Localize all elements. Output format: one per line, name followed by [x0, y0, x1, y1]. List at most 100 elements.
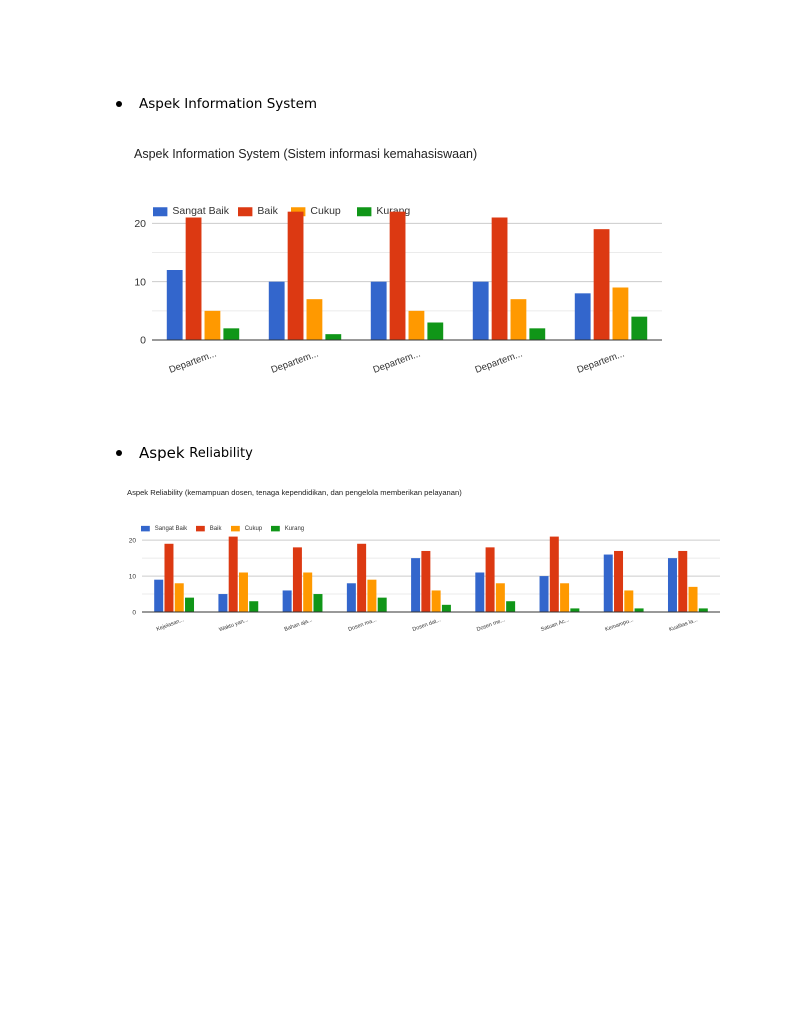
bar-4-0 [574, 293, 591, 340]
bar-2-3 [427, 322, 444, 340]
bar-5-0 [475, 572, 485, 612]
legend-swatch-0 [153, 207, 168, 217]
bar-8-0 [667, 558, 677, 612]
bar-1-1 [287, 211, 304, 340]
bar-0-3 [185, 597, 195, 612]
bar-0-3 [223, 328, 240, 340]
bar-4-3 [441, 604, 451, 612]
bar-0-1 [164, 543, 174, 612]
section-heading-reliability: Aspek Reliability [116, 444, 253, 462]
bar-2-1 [292, 547, 302, 612]
legend-label-0: Sangat Baik [155, 526, 188, 532]
reliability-chart: Aspek Reliability (kemampuan dosen, tena… [127, 488, 720, 633]
bar-3-1 [491, 217, 508, 340]
bullet-icon [116, 101, 122, 107]
bar-3-3 [529, 328, 546, 340]
bar-3-2 [367, 579, 377, 612]
category-label: Dosen ma... [348, 617, 378, 633]
y-tick-label: 0 [132, 609, 136, 616]
bar-5-3 [506, 601, 516, 612]
category-label: Satuan Ac... [540, 617, 570, 633]
category-label: Departem... [372, 348, 422, 375]
bar-1-3 [249, 601, 259, 612]
y-tick-label: 20 [134, 218, 146, 230]
category-label: Waktu yan... [218, 617, 249, 633]
bar-0-2 [204, 310, 221, 340]
bar-0-2 [174, 583, 184, 612]
bar-2-0 [282, 590, 292, 612]
legend-label-1: Baik [257, 205, 278, 217]
bar-4-1 [593, 229, 610, 340]
bar-3-1 [357, 543, 367, 612]
bar-7-1 [614, 550, 624, 612]
legend-swatch-3 [357, 207, 372, 217]
category-label: Bahan aja... [284, 617, 314, 633]
legend-label-2: Cukup [310, 205, 341, 217]
bar-2-0 [370, 281, 387, 340]
information-system-chart: Aspek Information System (Sistem informa… [134, 147, 662, 376]
bar-2-1 [389, 211, 406, 340]
bar-6-0 [539, 576, 549, 612]
bar-4-2 [612, 287, 629, 340]
y-tick-label: 10 [129, 573, 137, 580]
bar-1-2 [238, 572, 248, 612]
bar-7-2 [624, 590, 634, 612]
heading-text-suffix: Reliability [189, 445, 253, 461]
bar-0-1 [185, 217, 202, 340]
category-label: Departem... [576, 348, 626, 375]
bar-2-3 [313, 594, 323, 612]
category-label: Kemampu... [604, 617, 634, 633]
y-tick-label: 20 [129, 537, 137, 544]
category-label: Dosen me... [476, 617, 506, 633]
bar-7-3 [634, 608, 644, 612]
bar-2-2 [408, 310, 425, 340]
legend-swatch-3 [271, 525, 280, 532]
bar-1-2 [306, 299, 323, 340]
bar-4-3 [631, 316, 648, 340]
bar-2-2 [303, 572, 313, 612]
legend-swatch-1 [196, 525, 205, 532]
legend-swatch-0 [141, 525, 150, 532]
bar-4-2 [431, 590, 441, 612]
category-label: Departem... [168, 348, 218, 375]
bar-1-0 [218, 594, 228, 612]
chart-title: Aspek Reliability (kemampuan dosen, tena… [127, 488, 462, 497]
y-tick-label: 0 [140, 335, 146, 347]
bar-7-0 [603, 554, 613, 612]
bar-3-0 [346, 583, 356, 612]
bar-6-1 [549, 536, 559, 612]
bullet-icon [116, 450, 122, 456]
bar-5-2 [495, 583, 505, 612]
bar-3-0 [472, 281, 489, 340]
bar-0-0 [154, 579, 164, 612]
bar-4-1 [421, 550, 431, 612]
bar-6-3 [570, 608, 580, 612]
legend-label-0: Sangat Baik [172, 205, 229, 217]
chart-title: Aspek Information System (Sistem informa… [134, 147, 477, 161]
legend-swatch-1 [238, 207, 253, 217]
category-label: Kejelasan... [156, 617, 186, 633]
legend-swatch-2 [231, 525, 240, 532]
bar-6-2 [560, 583, 570, 612]
legend-label-2: Cukup [245, 526, 263, 532]
heading-text-prefix: Aspek [139, 444, 185, 462]
bar-3-3 [377, 597, 387, 612]
heading-text: Aspek Information System [139, 96, 318, 112]
legend-label-3: Kurang [285, 526, 304, 532]
y-tick-label: 10 [134, 276, 146, 288]
bar-5-1 [485, 547, 495, 612]
bar-1-0 [268, 281, 285, 340]
bar-8-2 [688, 586, 698, 612]
legend-label-1: Baik [210, 526, 223, 532]
section-heading-information-system: Aspek Information System [116, 96, 317, 112]
bar-8-1 [678, 550, 688, 612]
category-label: Kualitas la... [668, 617, 699, 633]
bar-4-0 [411, 558, 421, 612]
category-label: Dosen dat... [412, 617, 442, 633]
bar-1-3 [325, 334, 342, 340]
bar-1-1 [228, 536, 238, 612]
bar-3-2 [510, 299, 527, 340]
bar-0-0 [166, 270, 183, 340]
category-label: Departem... [270, 348, 320, 375]
category-label: Departem... [474, 348, 524, 375]
